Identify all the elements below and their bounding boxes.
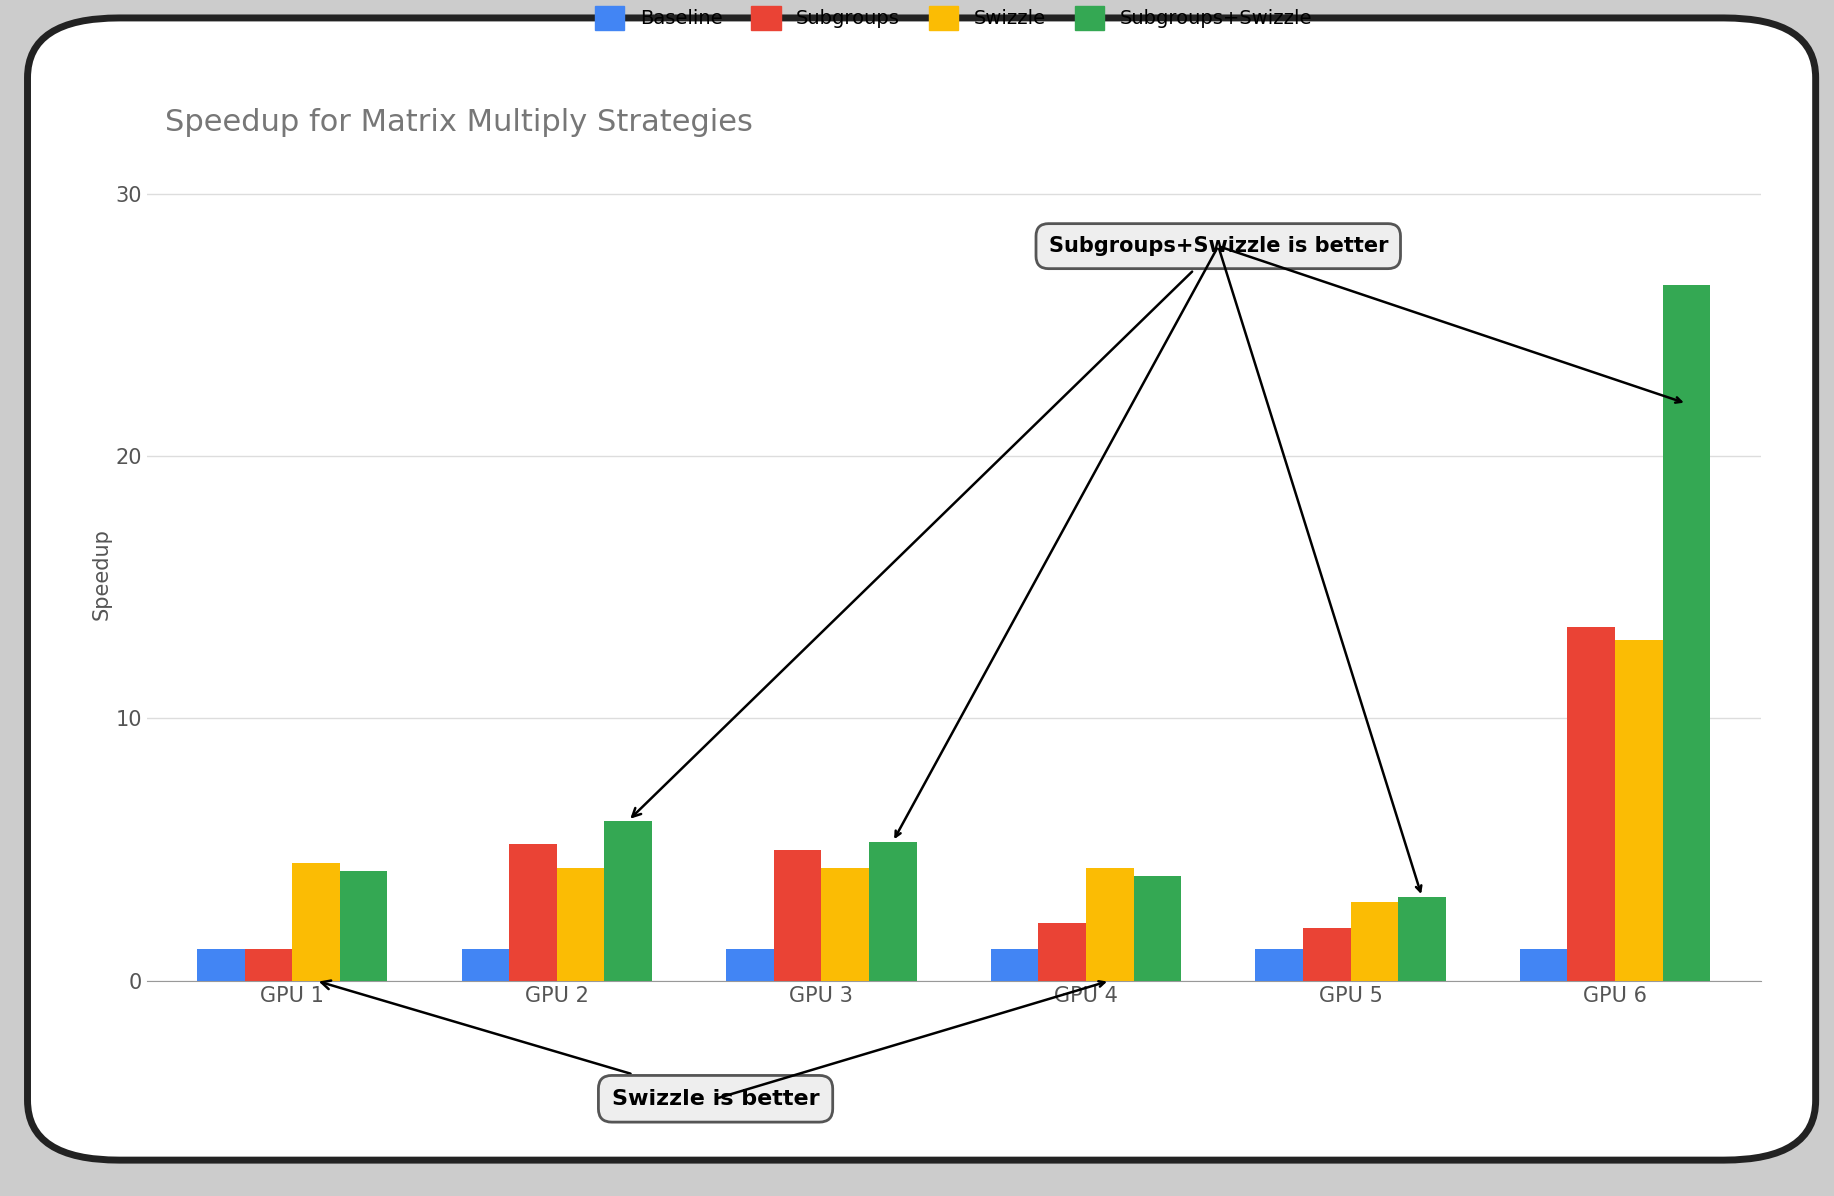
Bar (1350, 902, 1398, 981)
Bar (339, 871, 387, 981)
Bar (1520, 950, 1568, 981)
Bar (292, 862, 339, 981)
Bar (462, 950, 510, 981)
Bar (244, 950, 292, 981)
Bar (822, 868, 869, 981)
Bar (1616, 640, 1663, 981)
Bar (558, 868, 605, 981)
Bar (1568, 627, 1616, 981)
Bar (510, 844, 558, 981)
Bar (990, 950, 1038, 981)
Bar (726, 950, 774, 981)
Text: Swizzle is better: Swizzle is better (321, 981, 820, 1109)
Legend: Baseline, Subgroups, Swizzle, Subgroups+Swizzle: Baseline, Subgroups, Swizzle, Subgroups+… (587, 0, 1320, 37)
Bar (1398, 897, 1445, 981)
Bar (196, 950, 244, 981)
Text: Subgroups+Swizzle is better: Subgroups+Swizzle is better (633, 236, 1388, 817)
Bar (1133, 875, 1181, 981)
Bar (869, 842, 917, 981)
Bar (1663, 286, 1711, 981)
Y-axis label: Speedup: Speedup (92, 529, 112, 620)
Bar (774, 849, 822, 981)
Bar (605, 820, 653, 981)
Bar (1038, 923, 1086, 981)
Bar (1254, 950, 1302, 981)
Text: Speedup for Matrix Multiply Strategies: Speedup for Matrix Multiply Strategies (165, 108, 754, 136)
Bar (1086, 868, 1133, 981)
Bar (1302, 928, 1350, 981)
